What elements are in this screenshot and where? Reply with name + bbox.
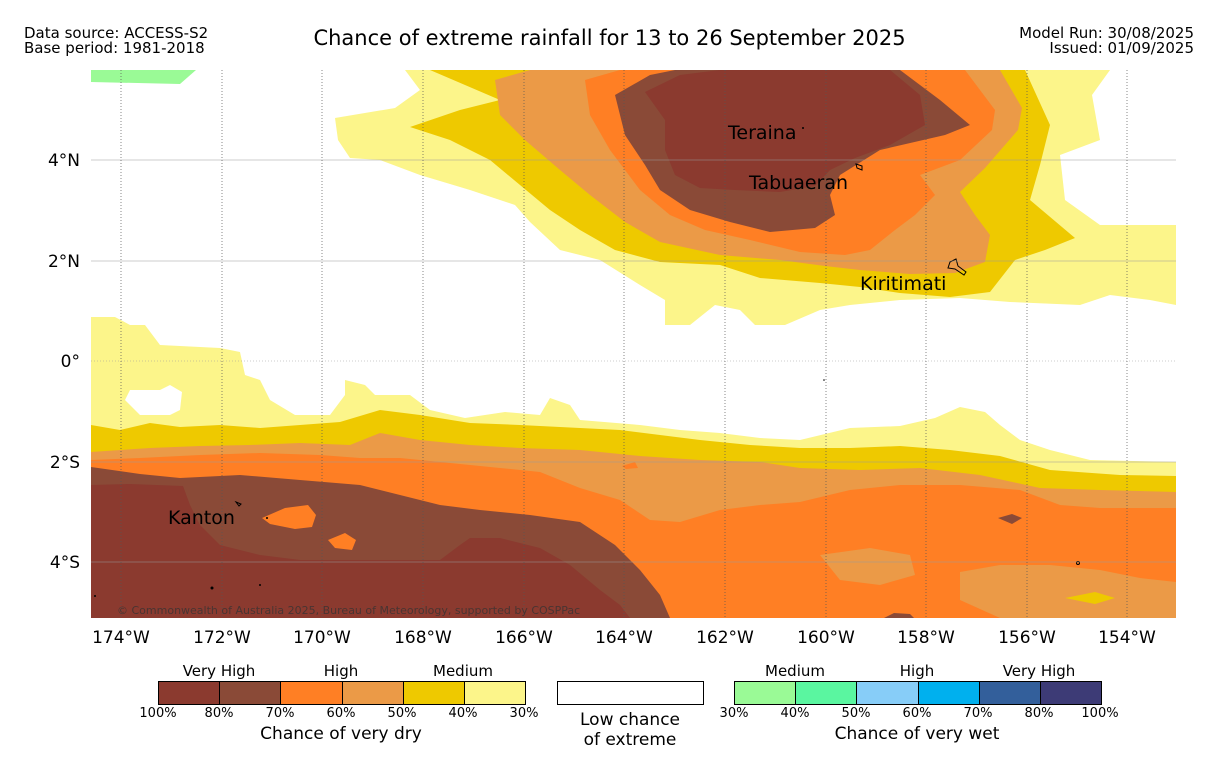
legend-wet-swatch	[856, 682, 918, 704]
rainfall-map: © Commonwealth of Australia 2025, Bureau…	[48, 70, 1176, 648]
legend-dry-swatches	[158, 681, 526, 705]
dry-70-bottom-patch	[884, 613, 914, 618]
wet-medium-region	[91, 70, 196, 84]
teraina-island	[802, 127, 804, 129]
legend-wet-tick-label: 100%	[1081, 706, 1119, 721]
dry-50-south-patch-2	[820, 548, 915, 585]
legend-wet-tick-label: 80%	[1024, 706, 1054, 721]
legend-dry-swatch	[402, 682, 464, 704]
data-source-label: Data source: ACCESS-S2	[24, 24, 209, 42]
lon-tick-label: 164°W	[595, 628, 653, 648]
lon-tick-label: 154°W	[1098, 628, 1156, 648]
small-island-6	[94, 595, 96, 597]
longitude-gridlines	[120, 70, 1128, 618]
dry-60-kanton-patch-2	[328, 533, 356, 550]
issued-label: Issued: 01/09/2025	[1049, 39, 1194, 57]
legend-dry-tick-label: 60%	[326, 706, 356, 721]
legend-wet-swatch	[917, 682, 979, 704]
legend-wet-tick-label: 40%	[780, 706, 810, 721]
kiritimati-island-outline	[947, 258, 967, 276]
legend-wet-tick-label: 30%	[719, 706, 749, 721]
page-title: Chance of extreme rainfall for 13 to 26 …	[313, 26, 906, 50]
legend-wet-tick-label: 60%	[902, 706, 932, 721]
legend-dry-swatch	[280, 682, 342, 704]
lon-tick-label: 174°W	[92, 628, 150, 648]
lat-tick-label: 2°S	[50, 453, 80, 473]
legend-wet-caption: Chance of very wet	[834, 724, 1000, 744]
legend-wet-category: Very High	[1002, 662, 1076, 680]
dry-70-east-patch	[998, 514, 1022, 524]
lat-tick-label: 0°	[61, 352, 80, 372]
lon-tick-label: 166°W	[495, 628, 553, 648]
lon-tick-label: 172°W	[193, 628, 251, 648]
lat-tick-label: 4°S	[50, 553, 80, 573]
legend-wet-category: Medium	[765, 662, 825, 680]
legend-dry-tick-label: 70%	[265, 706, 295, 721]
small-island-4	[259, 584, 261, 586]
dry-60-small-dot	[622, 462, 638, 469]
map-plot-area: © Commonwealth of Australia 2025, Bureau…	[91, 70, 1176, 618]
small-island-2	[1076, 561, 1080, 565]
place-label-kiritimati: Kiritimati	[860, 273, 946, 295]
dry-50-south-patch	[960, 565, 1176, 618]
legend-wet-swatches	[734, 681, 1102, 705]
longitude-axis: 174°W 172°W 170°W 168°W 166°W 164°W 162°…	[92, 628, 1156, 648]
small-island-3	[210, 586, 214, 590]
place-label-tabuaeran: Tabuaeran	[748, 172, 848, 194]
latitude-axis: 4°N 2°N 0° 2°S 4°S	[48, 151, 80, 573]
legend-dry-category: High	[323, 662, 359, 680]
latitude-gridlines	[91, 159, 1176, 563]
lon-tick-label: 170°W	[293, 628, 351, 648]
legend-dry-tick-label: 100%	[139, 706, 177, 721]
legend-wet-category: High	[899, 662, 935, 680]
legend-dry-category: Very High	[182, 662, 256, 680]
model-run-label: Model Run: 30/08/2025	[1019, 24, 1194, 42]
legend-dry-tick-label: 80%	[204, 706, 234, 721]
legend-dry-swatch	[159, 682, 220, 704]
legend-dry-swatch	[219, 682, 281, 704]
lat-tick-label: 2°N	[48, 252, 80, 272]
lon-tick-label: 160°W	[797, 628, 855, 648]
legend-low-swatch	[557, 681, 704, 705]
place-label-teraina: Teraina	[727, 122, 797, 144]
legend-wet-swatch	[1039, 682, 1102, 704]
legend-wet-swatch	[795, 682, 857, 704]
legend-low-caption-line1: Low chance	[580, 710, 680, 730]
kanton-island-outline	[234, 500, 242, 507]
legend-wet-tick-label: 70%	[963, 706, 993, 721]
lon-tick-label: 162°W	[696, 628, 754, 648]
legend-dry-category: Medium	[433, 662, 493, 680]
copyright-text: © Commonwealth of Australia 2025, Bureau…	[117, 604, 580, 617]
dry-80-south-region	[91, 484, 630, 618]
small-island-5	[266, 517, 268, 519]
lon-tick-label: 158°W	[897, 628, 955, 648]
small-island	[823, 379, 825, 381]
legend-dry-tick-label: 30%	[509, 706, 539, 721]
dry-60-kanton-patch	[262, 505, 316, 529]
dry-80-north-region	[645, 70, 925, 192]
white-gap-south	[125, 385, 182, 415]
legend-wet-tick-label: 50%	[841, 706, 871, 721]
dry-40-small-patch	[1065, 592, 1115, 604]
base-period-label: Base period: 1981-2018	[24, 39, 205, 57]
legend-dry-swatch	[341, 682, 403, 704]
legend-low-caption-line2: of extreme	[583, 730, 677, 750]
legend-dry-swatch	[463, 682, 526, 704]
legend-dry-caption: Chance of very dry	[260, 724, 422, 744]
legend-dry-tick-label: 40%	[448, 706, 478, 721]
legend-wet-swatch	[978, 682, 1040, 704]
legend-dry-tick-label: 50%	[387, 706, 417, 721]
legend-wet-swatch	[735, 682, 796, 704]
place-label-kanton: Kanton	[168, 507, 235, 529]
tabuaeran-island-outline	[855, 163, 863, 171]
lon-tick-label: 168°W	[394, 628, 452, 648]
lon-tick-label: 156°W	[998, 628, 1056, 648]
lat-tick-label: 4°N	[48, 151, 80, 171]
